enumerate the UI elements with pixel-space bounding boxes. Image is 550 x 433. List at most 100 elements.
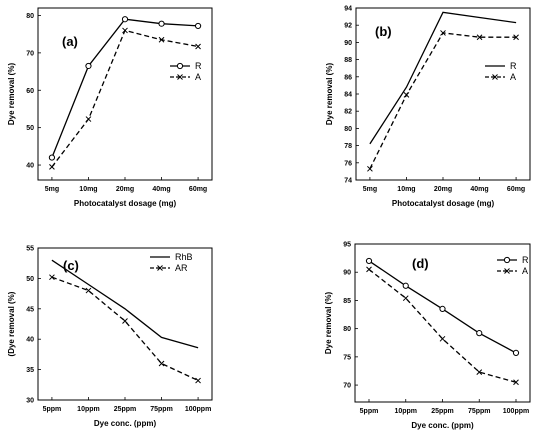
y-axis-title: Dye removal (%): [324, 292, 333, 355]
data-point-A: [195, 43, 201, 50]
x-axis-title: Photocatalyst dosage (mg): [392, 199, 495, 208]
y-tick-label: 40: [26, 337, 34, 344]
y-tick-label: 92: [344, 23, 352, 30]
legend-label: R: [522, 255, 529, 265]
y-tick-label: 74: [344, 178, 352, 185]
x-tick-label: 100ppm: [503, 408, 529, 415]
y-tick-label: 88: [344, 57, 352, 64]
y-tick-label: 76: [344, 160, 352, 167]
data-point-A: [513, 34, 519, 41]
y-tick-label: 80: [344, 126, 352, 133]
data-point-A: [122, 27, 128, 34]
y-tick-label: 84: [344, 92, 352, 99]
data-point-R: [512, 349, 520, 357]
y-tick-label: 80: [26, 13, 34, 20]
series-line-A: [51, 29, 199, 168]
y-axis-title: Dye removal (%): [7, 63, 16, 126]
chart-panel-b: 74 76 78 80 82 84 86 88 90 92 94 5mg 10mg 20mg 40mg 60m…: [325, 6, 531, 208]
data-point-AR: [195, 377, 201, 384]
data-point-A: [85, 116, 92, 122]
legend: RA: [497, 255, 529, 276]
y-tick-label: 75: [343, 354, 351, 361]
y-tick-label: 35: [26, 367, 34, 374]
panel-label: (d): [412, 256, 429, 271]
x-tick-label: 5mg: [45, 186, 59, 193]
data-point-A: [49, 164, 55, 170]
x-tick-label: 5ppm: [360, 408, 379, 415]
legend-marker: [504, 268, 510, 274]
legend-label: A: [522, 266, 528, 276]
x-tick-label: 10mg: [79, 186, 97, 193]
x-tick-label: 60mg: [189, 186, 207, 193]
y-tick-label: 70: [343, 383, 351, 390]
y-tick-label: 50: [26, 276, 34, 283]
legend: RA: [485, 61, 517, 82]
y-tick-label: 70: [26, 50, 34, 57]
data-point-AR: [158, 360, 165, 367]
series-line-A: [368, 268, 517, 383]
x-tick-label: 60mg: [507, 186, 525, 193]
data-point-R: [476, 330, 483, 337]
x-tick-label: 5ppm: [43, 406, 62, 413]
legend-label: A: [195, 72, 201, 82]
data-point-A: [476, 369, 483, 375]
data-point-R: [365, 257, 373, 265]
y-tick-label: 60: [26, 88, 34, 95]
panel-label: (a): [62, 34, 78, 49]
y-tick-label: 55: [26, 246, 34, 253]
legend-label: AR: [175, 263, 188, 273]
y-tick-label: 80: [343, 326, 351, 333]
data-point-A: [158, 36, 165, 43]
x-tick-label: 10ppm: [394, 408, 417, 415]
y-tick-label: 50: [26, 125, 34, 132]
x-tick-label: 75ppm: [150, 406, 173, 413]
data-point-A: [513, 379, 519, 386]
panel-label: (c): [63, 258, 79, 273]
y-axis-title: Dye removal (%): [325, 63, 334, 126]
chart-panel-a: 40 50 60 70 80 5mg 10mg 20mg 40mg 60mg Photocataly…: [7, 7, 213, 208]
legend-marker: [177, 74, 183, 80]
data-point-A: [476, 34, 483, 41]
legend-label: RhB: [175, 252, 193, 262]
y-tick-label: 82: [344, 109, 352, 116]
series-line-RhB: [51, 259, 199, 349]
y-tick-label: 78: [344, 143, 352, 150]
chart-panel-c: 30 35 40 45 50 55 5ppm 10ppm 25ppm 75ppm 100ppm Dye…: [7, 246, 213, 428]
series-line-R: [369, 11, 517, 145]
data-point-R: [85, 62, 92, 70]
data-point-R: [158, 20, 165, 27]
data-point-AR: [49, 274, 55, 281]
y-tick-label: 90: [344, 40, 352, 47]
legend-label: A: [510, 72, 516, 82]
series-line-AR: [51, 276, 199, 382]
x-tick-label: 5mg: [363, 186, 377, 193]
legend-label: R: [195, 61, 202, 71]
x-tick-label: 20mg: [434, 186, 452, 193]
x-tick-label: 40mg: [152, 186, 170, 193]
data-point-A: [367, 165, 373, 172]
x-tick-label: 10ppm: [77, 406, 100, 413]
panel-label: (b): [375, 24, 392, 39]
data-point-AR: [122, 318, 128, 324]
data-point-A: [402, 295, 409, 302]
y-tick-label: 86: [344, 74, 352, 81]
x-axis-title: Dye conc. (ppm): [411, 421, 474, 430]
legend: RA: [170, 61, 202, 82]
x-tick-label: 10mg: [397, 186, 415, 193]
x-axis-title: Dye conc. (ppm): [94, 419, 157, 428]
y-tick-label: 95: [343, 242, 351, 249]
legend-label: R: [510, 61, 517, 71]
x-tick-label: 25ppm: [114, 406, 137, 413]
x-tick-label: 20mg: [116, 186, 134, 193]
data-point-R: [402, 282, 409, 289]
x-tick-label: 75ppm: [468, 408, 491, 415]
data-point-A: [440, 30, 446, 36]
data-point-A: [366, 266, 372, 273]
x-tick-label: 40mg: [470, 186, 488, 193]
y-tick-label: 94: [344, 6, 352, 13]
data-point-AR: [85, 287, 92, 294]
data-point-R: [194, 22, 202, 30]
legend-marker: [492, 74, 498, 80]
y-tick-label: 30: [26, 398, 34, 405]
